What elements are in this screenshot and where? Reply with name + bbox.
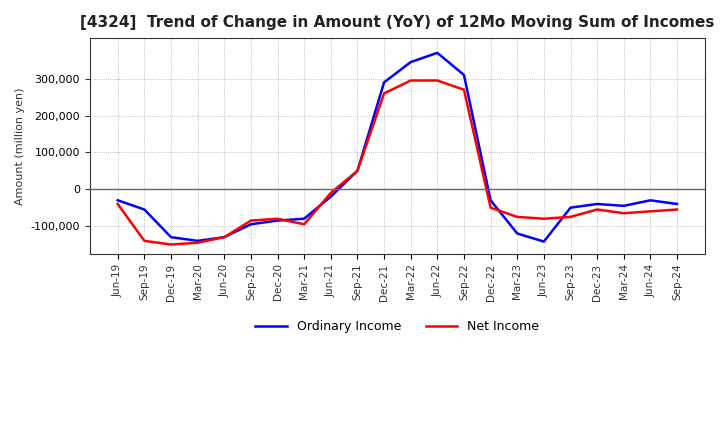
- Legend: Ordinary Income, Net Income: Ordinary Income, Net Income: [251, 315, 544, 338]
- Net Income: [433, 78, 441, 83]
- Net Income: [379, 91, 388, 96]
- Net Income: [246, 218, 255, 223]
- Net Income: [459, 87, 468, 92]
- Net Income: [513, 214, 521, 220]
- Ordinary Income: [406, 59, 415, 65]
- Net Income: [619, 211, 628, 216]
- Net Income: [194, 240, 202, 246]
- Y-axis label: Amount (million yen): Amount (million yen): [15, 87, 25, 205]
- Ordinary Income: [140, 207, 149, 212]
- Ordinary Income: [300, 216, 308, 221]
- Ordinary Income: [273, 218, 282, 223]
- Net Income: [593, 207, 601, 212]
- Ordinary Income: [513, 231, 521, 236]
- Net Income: [220, 235, 228, 240]
- Ordinary Income: [194, 238, 202, 243]
- Net Income: [406, 78, 415, 83]
- Net Income: [114, 202, 122, 207]
- Net Income: [353, 168, 361, 173]
- Net Income: [300, 222, 308, 227]
- Net Income: [273, 216, 282, 221]
- Net Income: [167, 242, 176, 247]
- Net Income: [672, 207, 681, 212]
- Ordinary Income: [459, 72, 468, 77]
- Net Income: [326, 190, 335, 195]
- Ordinary Income: [246, 222, 255, 227]
- Ordinary Income: [566, 205, 575, 210]
- Net Income: [539, 216, 548, 221]
- Ordinary Income: [167, 235, 176, 240]
- Line: Ordinary Income: Ordinary Income: [118, 53, 677, 242]
- Line: Net Income: Net Income: [118, 81, 677, 245]
- Net Income: [646, 209, 654, 214]
- Net Income: [486, 205, 495, 210]
- Ordinary Income: [326, 194, 335, 199]
- Ordinary Income: [539, 239, 548, 244]
- Net Income: [140, 238, 149, 243]
- Ordinary Income: [220, 235, 228, 240]
- Ordinary Income: [672, 202, 681, 207]
- Ordinary Income: [646, 198, 654, 203]
- Ordinary Income: [593, 202, 601, 207]
- Ordinary Income: [379, 80, 388, 85]
- Net Income: [566, 214, 575, 220]
- Ordinary Income: [433, 50, 441, 55]
- Ordinary Income: [353, 168, 361, 173]
- Ordinary Income: [619, 203, 628, 209]
- Ordinary Income: [114, 198, 122, 203]
- Title: [4324]  Trend of Change in Amount (YoY) of 12Mo Moving Sum of Incomes: [4324] Trend of Change in Amount (YoY) o…: [80, 15, 714, 30]
- Ordinary Income: [486, 198, 495, 203]
